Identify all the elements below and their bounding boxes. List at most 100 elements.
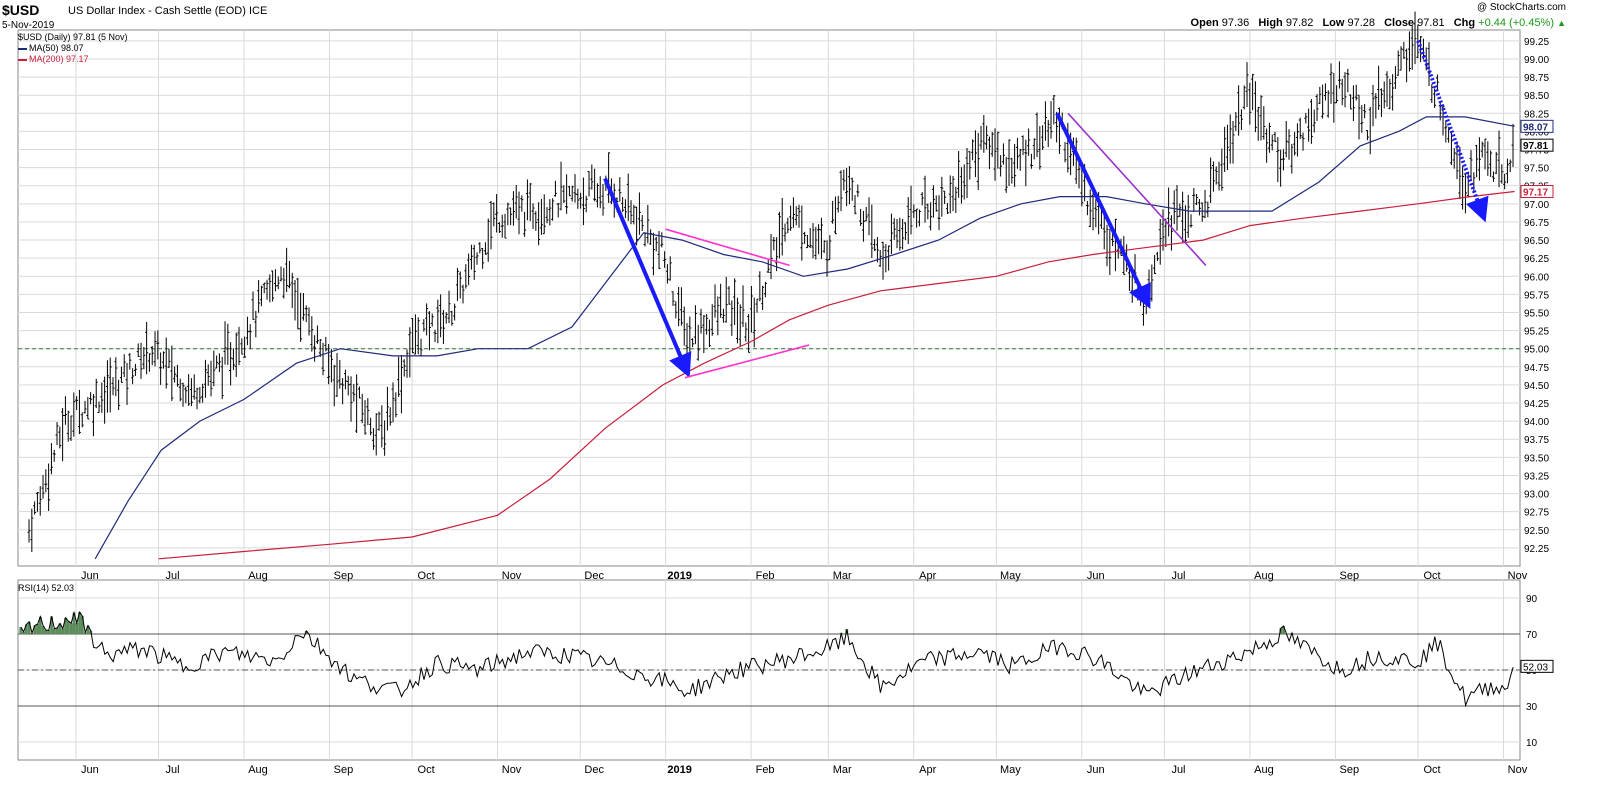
y-tick-label: 93.00 <box>1524 490 1549 501</box>
rsi-overbought-fill <box>304 630 308 634</box>
rsi-overbought-fill <box>27 621 31 634</box>
rsi-overbought-fill <box>47 630 51 634</box>
rsi-x-tick-label: Sep <box>1340 764 1360 776</box>
rsi-overbought-fill <box>55 627 59 634</box>
last-price-tag-text: 97.81 <box>1523 141 1548 152</box>
x-tick-label: 2019 <box>667 570 691 582</box>
y-tick-label: 96.00 <box>1524 272 1549 283</box>
ma200-line <box>158 190 1515 560</box>
y-tick-label: 95.00 <box>1524 345 1549 356</box>
ma200-tag-box <box>1520 185 1554 199</box>
legend-price: $USD (Daily) 97.81 (5 Nov) <box>18 32 128 42</box>
price-panel <box>17 29 1521 567</box>
trendline <box>684 344 810 379</box>
y-tick-label: 97.50 <box>1524 164 1549 175</box>
rsi-overbought-fill <box>78 612 81 634</box>
chg-label: Chg <box>1453 17 1476 29</box>
y-tick-label: 99.00 <box>1524 55 1549 66</box>
ma50-tag-box <box>1520 119 1554 133</box>
rsi-line <box>20 610 1514 708</box>
y-tick-label: 92.75 <box>1524 508 1549 519</box>
price-bars <box>27 11 1515 553</box>
rsi-y-tick-label: 10 <box>1526 738 1538 749</box>
last-price-tag-box <box>1520 138 1554 152</box>
legend-ma200: MA(200) 97.17 <box>18 54 89 64</box>
y-tick-label: 95.75 <box>1524 290 1549 301</box>
rsi-x-tick-label: Jul <box>1171 764 1185 776</box>
close-label: Close <box>1384 17 1415 29</box>
chg-value: +0.44 (+0.45%) <box>1478 17 1555 29</box>
instrument-line: US Dollar Index - Cash Settle (EOD) ICE <box>68 5 267 17</box>
y-tick-label: 94.50 <box>1524 381 1549 392</box>
y-tick-label: 96.25 <box>1524 254 1549 265</box>
x-tick-label: May <box>1000 570 1021 582</box>
rsi-y-tick-label: 70 <box>1526 630 1538 641</box>
rsi-x-tick-label: Jun <box>1087 764 1105 776</box>
open-value: 97.36 <box>1221 17 1250 29</box>
trendline <box>665 228 790 267</box>
rsi-overbought-fill <box>22 631 25 634</box>
y-tick-label: 94.00 <box>1524 417 1549 428</box>
rsi-overbought-fill <box>41 625 45 634</box>
y-tick-label: 93.50 <box>1524 453 1549 464</box>
rsi-overbought-fill <box>58 623 62 634</box>
rsi-overbought-fill <box>24 624 28 634</box>
rsi-overbought-fill <box>66 621 70 634</box>
x-tick-label: Dec <box>584 570 604 582</box>
exchange-label: ICE <box>248 5 268 17</box>
instrument-name: US Dollar Index - Cash Settle (EOD) <box>68 5 246 17</box>
ma200-tag-text: 97.17 <box>1523 188 1548 199</box>
ma50-swatch <box>18 47 27 50</box>
x-tick-label: Jul <box>166 570 180 582</box>
low-value: 97.28 <box>1347 17 1376 29</box>
symbol-title: $USD <box>2 2 40 18</box>
x-tick-label: Sep <box>334 570 354 582</box>
rsi-x-tick-label: Aug <box>1254 764 1274 776</box>
high-label: High <box>1258 17 1283 29</box>
copyright-label: @ StockCharts.com <box>1476 2 1566 13</box>
x-tick-label: Feb <box>756 570 775 582</box>
price-legend-text: $USD (Daily) 97.81 (5 Nov) <box>18 32 128 42</box>
rsi-overbought-fill <box>72 612 76 634</box>
y-tick-label: 94.75 <box>1524 363 1549 374</box>
y-tick-label: 98.25 <box>1524 109 1549 120</box>
rsi-overbought-fill <box>19 627 23 634</box>
x-tick-label: Aug <box>248 570 268 582</box>
up-arrow-icon: ▲ <box>1557 18 1566 28</box>
rsi-x-tick-label: Oct <box>1423 764 1440 776</box>
rsi-overbought-fill <box>52 628 56 634</box>
x-tick-label: Jun <box>81 570 99 582</box>
ma50-tag-text: 98.07 <box>1523 122 1548 133</box>
y-tick-label: 92.25 <box>1524 544 1549 555</box>
y-tick-label: 98.00 <box>1524 127 1549 138</box>
x-tick-label: Mar <box>833 570 852 582</box>
x-tick-label: Oct <box>1423 570 1440 582</box>
rsi-overbought-fill <box>50 616 53 634</box>
legend-ma50: MA(50) 98.07 <box>18 43 84 53</box>
rsi-overbought-fill <box>75 623 79 634</box>
rsi-x-tick-label: Jul <box>166 764 180 776</box>
rsi-x-tick-label: Dec <box>584 764 604 776</box>
ma50-legend-text: MA(50) 98.07 <box>29 43 84 53</box>
rsi-current-text: 52.03 <box>1523 662 1548 673</box>
rsi-x-tick-label: Sep <box>334 764 354 776</box>
rsi-current-box <box>1520 659 1554 673</box>
rsi-x-tick-label: Jun <box>81 764 99 776</box>
rsi-x-tick-label: Nov <box>1508 764 1528 776</box>
rsi-x-tick-label: Feb <box>756 764 775 776</box>
y-tick-label: 96.75 <box>1524 218 1549 229</box>
down-arrow <box>603 177 692 378</box>
y-tick-label: 97.00 <box>1524 200 1549 211</box>
y-tick-label: 94.25 <box>1524 399 1549 410</box>
high-value: 97.82 <box>1285 17 1314 29</box>
rsi-x-tick-label: 2019 <box>667 764 691 776</box>
x-tick-label: Jun <box>1087 570 1105 582</box>
x-tick-label: Nov <box>1508 570 1528 582</box>
chart-date: 5-Nov-2019 <box>2 20 55 31</box>
rsi-overbought-fill <box>1282 626 1285 634</box>
trendline <box>1067 112 1207 266</box>
rsi-overbought-fill <box>38 616 42 634</box>
rsi-x-tick-label: Aug <box>248 764 268 776</box>
rsi-overbought-fill <box>69 623 73 634</box>
